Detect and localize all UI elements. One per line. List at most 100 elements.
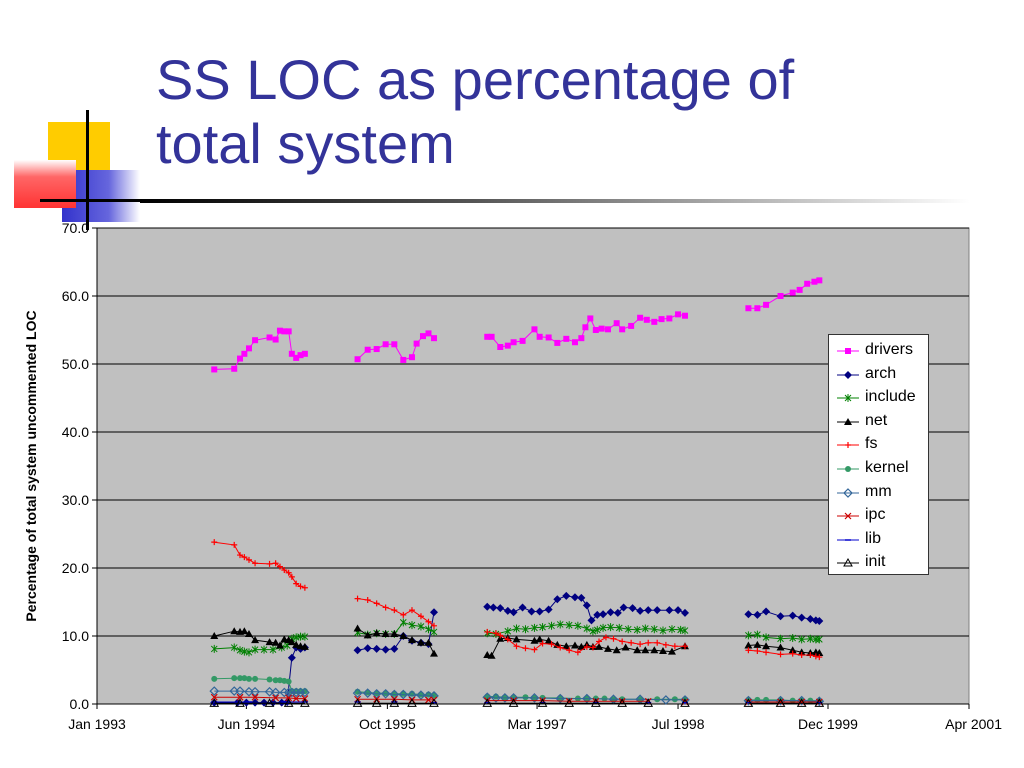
x-tick-label: Jan 1993 <box>68 716 126 732</box>
data-point-init <box>389 698 400 707</box>
data-point-fs <box>645 639 652 646</box>
data-point-init <box>680 698 690 707</box>
data-point-arch <box>429 608 438 617</box>
data-point-kernel <box>754 696 761 703</box>
data-point-arch <box>753 610 762 619</box>
gridlines <box>97 227 969 637</box>
data-point-fs <box>574 649 581 656</box>
data-point-arch <box>619 603 628 612</box>
data-point-mm <box>279 687 290 698</box>
data-point-ipc <box>210 693 218 701</box>
data-point-arch <box>762 607 771 616</box>
data-point-fs <box>245 556 252 563</box>
data-point-drivers <box>604 326 611 333</box>
data-point-drivers <box>658 316 665 323</box>
series-net <box>210 624 824 659</box>
data-point-init <box>371 698 382 707</box>
data-point-arch <box>535 607 544 616</box>
legend-label-fs: fs <box>865 435 878 453</box>
series-line-ipc <box>357 698 434 701</box>
data-point-init <box>564 698 575 707</box>
data-point-fs <box>492 630 499 637</box>
data-point-drivers <box>245 345 252 352</box>
legend-label-kernel: kernel <box>865 459 909 476</box>
data-point-fs <box>272 560 279 567</box>
data-point-include <box>513 624 520 633</box>
data-point-arch <box>593 610 602 619</box>
data-point-mm <box>209 686 220 696</box>
data-point-drivers <box>777 293 784 299</box>
data-point-mm <box>352 688 363 698</box>
series-line-drivers <box>487 313 686 348</box>
data-point-arch <box>372 644 381 653</box>
data-point-include <box>245 648 253 657</box>
data-point-drivers <box>681 312 688 319</box>
data-point-net <box>240 627 249 635</box>
data-point-drivers <box>293 354 300 361</box>
data-point-fs <box>231 541 238 548</box>
y-tick-label: 30.0 <box>62 492 89 508</box>
data-point-include <box>650 625 658 634</box>
data-point-drivers <box>587 315 594 322</box>
data-point-kernel <box>671 696 678 703</box>
data-point-fs <box>681 643 688 650</box>
data-point-arch <box>390 644 399 653</box>
deco-vertical-line <box>86 110 89 230</box>
data-point-kernel <box>763 696 770 703</box>
data-point-arch <box>496 604 505 613</box>
data-point-mm <box>283 687 294 698</box>
data-point-include <box>583 624 591 633</box>
data-point-net <box>424 638 433 646</box>
data-point-fs <box>484 628 491 635</box>
data-point-arch <box>562 591 571 600</box>
data-point-net <box>544 636 553 644</box>
data-point-fs <box>281 567 288 574</box>
data-point-drivers <box>237 355 244 362</box>
data-point-drivers <box>497 344 504 350</box>
data-point-net <box>271 638 280 646</box>
data-point-arch <box>509 608 518 617</box>
data-point-drivers <box>613 320 620 327</box>
data-point-net <box>251 636 260 644</box>
data-point-fs <box>812 653 819 660</box>
data-point-include <box>408 621 416 630</box>
legend-swatch-marker <box>844 394 852 403</box>
legend-swatch-net <box>837 417 859 425</box>
data-point-drivers <box>675 311 682 318</box>
data-point-kernel <box>272 677 279 684</box>
data-point-net <box>641 646 650 654</box>
legend-swatch-kernel <box>837 466 859 472</box>
data-point-drivers <box>211 366 218 373</box>
data-point-drivers <box>297 352 304 359</box>
data-point-drivers <box>536 333 543 340</box>
data-point-init <box>429 698 439 707</box>
data-point-drivers <box>484 333 491 340</box>
data-point-include <box>777 634 784 643</box>
data-point-arch <box>363 644 372 653</box>
deco-horizontal-line <box>40 199 160 202</box>
data-point-drivers <box>425 330 432 337</box>
data-point-arch <box>577 593 586 602</box>
data-point-ipc <box>251 693 259 701</box>
data-point-fs <box>654 639 661 646</box>
legend-label-net: net <box>865 411 888 429</box>
data-point-drivers <box>364 346 371 353</box>
data-point-drivers <box>666 315 673 322</box>
data-point-arch <box>776 612 785 621</box>
data-point-arch <box>527 607 536 616</box>
data-point-mm <box>291 687 302 698</box>
data-point-arch <box>570 593 579 602</box>
legend-swatch-ipc <box>837 512 859 520</box>
data-point-net <box>292 640 301 648</box>
legend-swatch-init <box>837 558 859 567</box>
data-point-mm <box>661 695 671 705</box>
data-point-fs <box>293 580 300 587</box>
data-point-drivers <box>545 334 552 341</box>
data-point-drivers <box>811 278 818 285</box>
data-point-net <box>621 643 630 651</box>
data-point-drivers <box>592 327 599 333</box>
data-point-drivers <box>578 335 585 342</box>
data-point-include <box>556 620 564 629</box>
data-point-kernel <box>211 675 218 682</box>
series-line-mm <box>748 700 820 702</box>
